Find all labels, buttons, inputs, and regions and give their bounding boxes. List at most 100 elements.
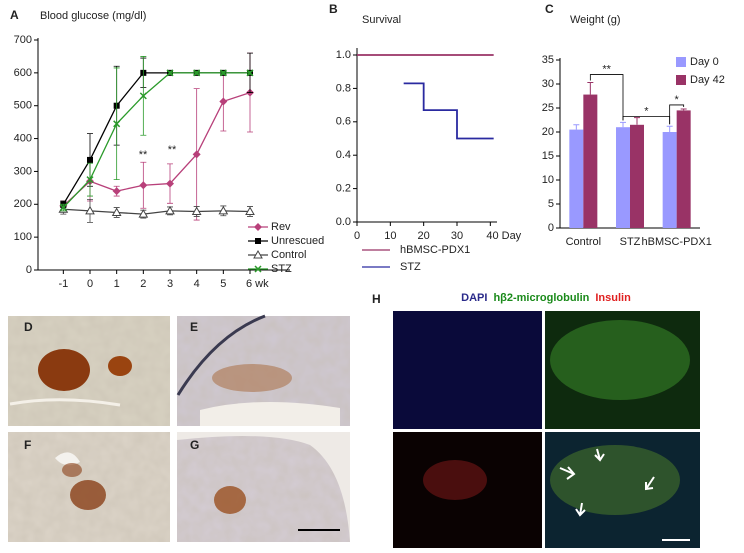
error-bar (680, 108, 687, 111)
marker (113, 120, 121, 128)
marker (87, 156, 93, 163)
marker (166, 69, 174, 77)
legend-label: STZ (400, 261, 421, 273)
annotation: ** (602, 63, 611, 75)
merge-signal (550, 445, 680, 515)
series-line (62, 91, 251, 207)
y-tick-label: 30 (542, 78, 554, 90)
panel-label: A (10, 8, 19, 22)
cell-cluster (214, 486, 246, 514)
y-tick-label: 35 (542, 54, 554, 66)
bracket (622, 116, 671, 125)
marker (139, 181, 148, 190)
islet (108, 356, 132, 376)
error-bar (620, 121, 626, 128)
x-tick-label: 0 (354, 230, 360, 242)
panel-label: C (545, 2, 554, 16)
x-tick-label: Control (566, 236, 601, 248)
y-tick-label: 200 (14, 198, 32, 210)
cell-cluster (62, 463, 82, 477)
y-tick-label: 10 (542, 174, 554, 186)
x-tick-label: hBMSC-PDX1 (642, 236, 712, 248)
x-tick-label: 20 (418, 230, 430, 242)
marker (138, 209, 149, 218)
chart-title: Survival (362, 14, 401, 26)
bracket (669, 104, 685, 125)
legend-label: Rev (271, 221, 291, 233)
y-tick-label: 700 (14, 34, 32, 46)
panel-label: F (24, 438, 31, 452)
error-bar (587, 82, 594, 95)
cell-cluster (70, 480, 106, 510)
error-bar (666, 125, 673, 132)
annotation: ** (168, 144, 177, 156)
panel-label: B (329, 2, 338, 16)
marker (245, 206, 255, 216)
x-tick-label: 1 (114, 278, 120, 290)
x-tick-label: 4 (194, 278, 200, 290)
marker (165, 205, 175, 215)
y-tick-label: 20 (542, 126, 554, 138)
x-tick-label: 30 (451, 230, 463, 242)
y-tick-label: 0 (548, 222, 554, 234)
marker (112, 187, 121, 196)
marker (219, 97, 228, 106)
legend-label: hBMSC-PDX1 (400, 244, 470, 256)
panel-label: D (24, 320, 33, 334)
marker (59, 204, 67, 212)
stain-legend: DAPI hβ2-microglobulin Insulin (461, 292, 631, 304)
annotation: ** (139, 149, 148, 161)
legend-marker (253, 249, 263, 259)
bar (569, 129, 584, 228)
y-tick-label: 300 (14, 165, 32, 177)
error-bar (634, 117, 640, 125)
marker (111, 207, 122, 216)
legend-label: Day 0 (690, 56, 719, 68)
stain-label: hβ2-microglobulin (493, 292, 589, 304)
legend-marker (254, 223, 262, 231)
histology-panels (8, 314, 350, 542)
y-tick-label: 500 (14, 100, 32, 112)
legend-marker (255, 238, 261, 244)
panel-label: H (372, 292, 381, 306)
legend-swatch (676, 57, 686, 67)
tissue-edge (177, 432, 350, 542)
marker (139, 92, 147, 100)
x-tick-label: 10 (384, 230, 396, 242)
fiber (176, 314, 266, 396)
y-tick-label: 0.8 (336, 82, 351, 94)
green-signal (550, 320, 690, 400)
annotation: * (675, 94, 680, 106)
y-tick-label: 100 (14, 231, 32, 243)
marker (193, 69, 201, 77)
red-signal (423, 460, 487, 500)
panel-label: E (190, 320, 198, 334)
bar (616, 127, 630, 228)
y-tick-label: 15 (542, 150, 554, 162)
annotation: * (644, 105, 649, 117)
marker (246, 69, 254, 77)
y-tick-label: 600 (14, 67, 32, 79)
vessel (55, 452, 80, 466)
chart-title: Blood glucose (mg/dl) (40, 10, 146, 22)
cell-cluster (212, 364, 292, 392)
tissue-edge (200, 401, 340, 426)
legend-marker (254, 265, 262, 273)
y-tick-label: 5 (548, 198, 554, 210)
marker (192, 150, 201, 159)
chart-title: Weight (g) (570, 14, 621, 26)
marker (166, 179, 174, 188)
legend-swatch (676, 75, 686, 85)
legend-label: Unrescued (271, 235, 324, 247)
bar (662, 132, 677, 228)
arrows (559, 448, 655, 517)
y-tick-label: 400 (14, 132, 32, 144)
series-line (403, 82, 494, 140)
x-tick-label: 6 wk (246, 278, 269, 290)
x-tick-label: 40 Day (486, 230, 521, 242)
x-tick-label: 3 (167, 278, 173, 290)
islet (38, 349, 90, 391)
x-tick-label: 2 (140, 278, 146, 290)
marker (191, 206, 202, 216)
bracket (589, 74, 624, 121)
